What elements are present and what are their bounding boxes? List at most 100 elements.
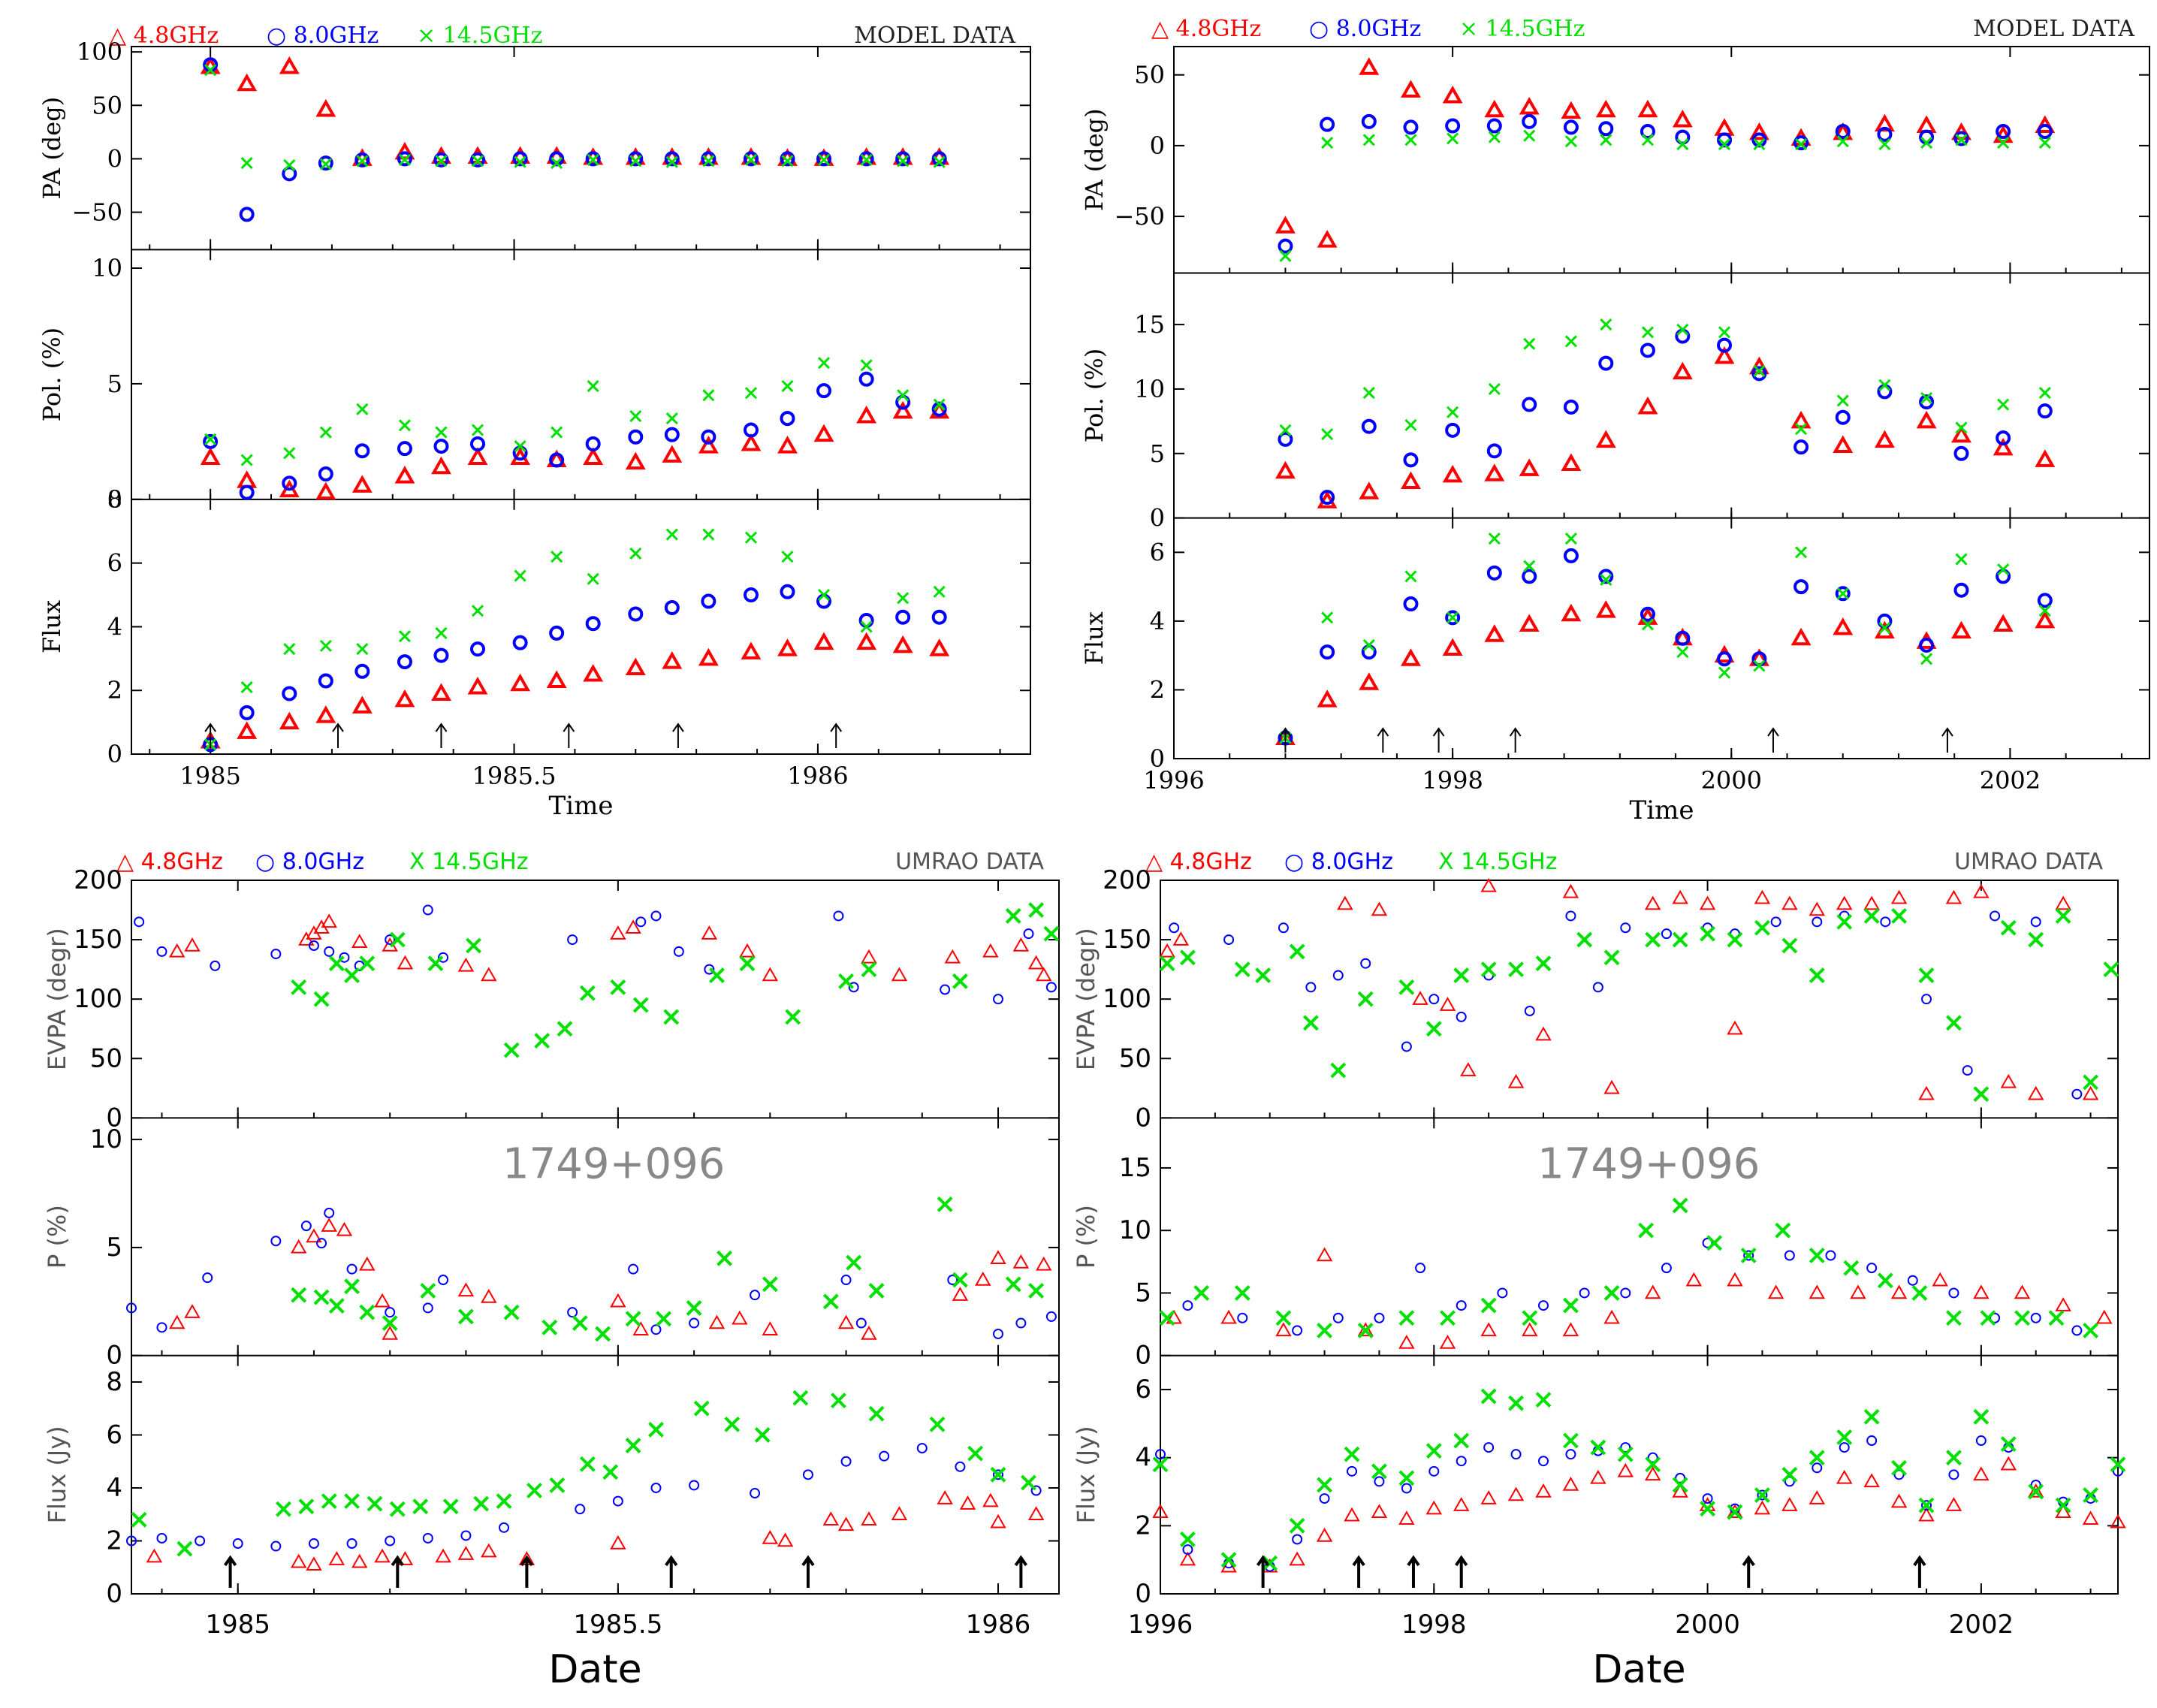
data-point [1480, 1490, 1497, 1504]
series-48ghz [169, 1218, 1052, 1340]
data-point [1535, 1483, 1552, 1498]
data-point [2030, 916, 2041, 928]
data-point [1484, 99, 1505, 118]
data-point [689, 1317, 700, 1329]
data-point [1661, 1263, 1672, 1274]
data-point [1563, 1432, 1579, 1449]
legend-item-48ghz: △ 4.8GHz [1145, 849, 1252, 875]
data-point [240, 454, 253, 466]
data-point [427, 955, 444, 972]
panel-1: 0 50 100 150 200 EVPA (degr) [43, 865, 1060, 1133]
data-point [290, 1239, 307, 1254]
event-arrow [1742, 1555, 1755, 1588]
data-point [831, 1393, 846, 1409]
data-point [397, 151, 412, 167]
data-point [650, 1482, 662, 1493]
panel-3: 0 2 4 6 Flux (Jy) [1072, 1375, 2126, 1609]
data-point [1275, 460, 1296, 479]
data-point [897, 155, 910, 167]
data-point [933, 155, 946, 168]
data-point [1714, 118, 1735, 136]
data-point [1598, 121, 1614, 137]
series-145ghz [1279, 318, 2051, 441]
data-point [1523, 337, 1536, 350]
data-point [1403, 596, 1419, 612]
data-point [279, 56, 300, 74]
data-point [1996, 430, 2011, 446]
data-point [1442, 464, 1463, 483]
data-point [1316, 1247, 1333, 1262]
data-point [184, 1304, 201, 1318]
data-point [466, 937, 481, 954]
data-point [628, 429, 644, 445]
data-point [1439, 997, 1456, 1011]
data-point [239, 705, 255, 720]
data-point [1043, 925, 1060, 942]
data-point [1563, 119, 1579, 135]
data-point [744, 387, 758, 400]
data-point [156, 1322, 167, 1333]
data-point [947, 1275, 958, 1286]
data-point [1507, 1073, 1525, 1088]
data-point [708, 1314, 726, 1329]
data-point [239, 207, 255, 222]
data-point [1361, 113, 1377, 129]
data-point [1781, 937, 1798, 954]
data-point [937, 1196, 953, 1212]
data-point [279, 711, 300, 730]
data-point [2055, 895, 2071, 910]
data-point [481, 1543, 497, 1558]
data-point [1836, 1469, 1853, 1484]
event-arrow [1941, 727, 1953, 753]
data-point [512, 151, 528, 167]
data-point [1754, 1500, 1771, 1515]
data-point [840, 1456, 852, 1467]
data-point [1836, 394, 1849, 407]
data-point [1404, 418, 1417, 432]
data-point [1825, 1250, 1836, 1261]
data-point [813, 424, 834, 442]
data-point [1795, 423, 1808, 436]
data-point [156, 946, 167, 957]
series-145ghz [204, 357, 946, 466]
data-point [1317, 690, 1338, 708]
data-point [1321, 137, 1334, 149]
data-point [739, 943, 756, 958]
series-145ghz [1279, 532, 2051, 744]
data-point [1484, 463, 1505, 481]
data-point [1361, 418, 1377, 434]
x-tick-label: 2002 [1949, 1610, 2014, 1640]
data-point [1445, 118, 1461, 134]
data-point [1152, 1504, 1169, 1518]
data-point [1401, 1483, 1412, 1494]
data-point [585, 616, 601, 632]
data-point [514, 569, 526, 582]
data-point [1590, 1469, 1606, 1484]
data-point [754, 1427, 771, 1443]
data-point [858, 151, 874, 167]
data-point [1781, 1497, 1798, 1511]
data-source-label: MODEL DATA [1973, 16, 2134, 42]
data-point [952, 1272, 968, 1288]
data-point [2048, 1310, 2065, 1326]
data-point [1579, 1287, 1590, 1299]
y-tick-label: 10 [1119, 1215, 1151, 1245]
data-point [1603, 1309, 1620, 1324]
data-point [324, 1207, 335, 1218]
data-point [762, 967, 779, 982]
data-point [856, 632, 877, 650]
data-point [625, 919, 641, 934]
data-point [1508, 961, 1524, 978]
data-point [210, 960, 221, 971]
series-48ghz [1159, 877, 2099, 1100]
data-point [744, 153, 758, 166]
data-point [1488, 131, 1501, 143]
data-point [503, 1042, 520, 1058]
y-axis-label: EVPA (degr) [1072, 928, 1100, 1070]
data-point [467, 676, 488, 695]
data-point [283, 643, 296, 656]
data-point [1561, 453, 1582, 471]
data-point [2000, 1456, 2017, 1471]
data-point [781, 155, 794, 167]
data-point [308, 940, 319, 951]
